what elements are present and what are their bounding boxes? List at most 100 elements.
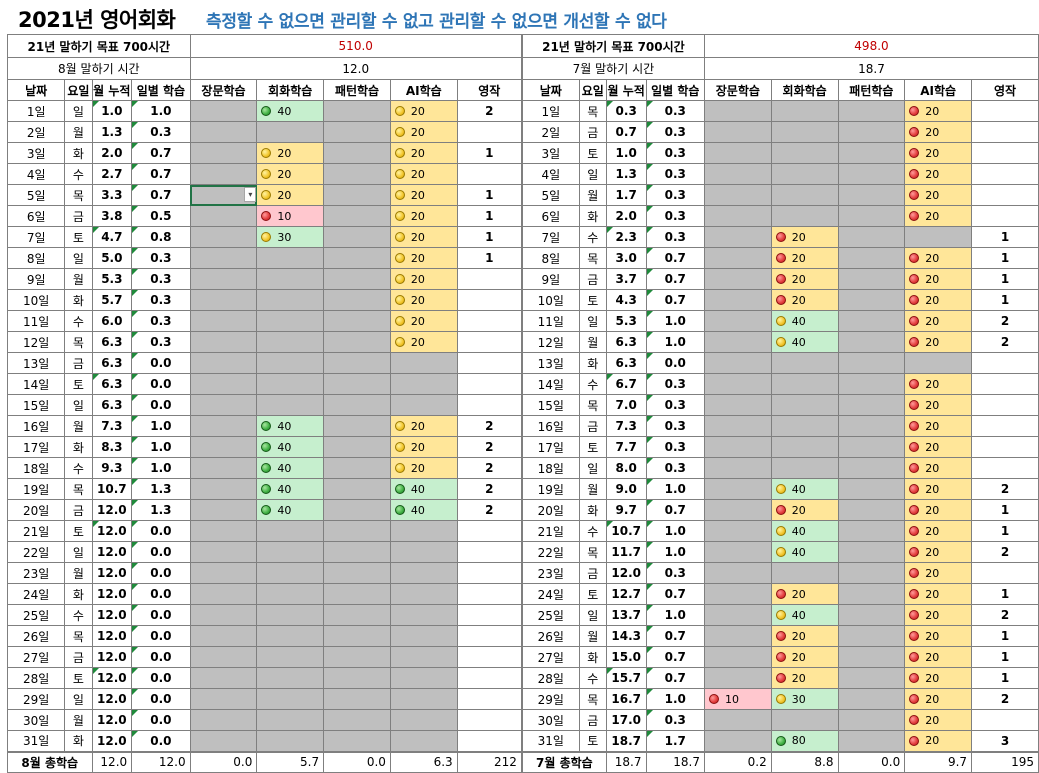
- right-conversation-study-cell[interactable]: [770, 352, 839, 374]
- left-ai-study-cell[interactable]: [389, 541, 458, 563]
- right-month-cumulative-cell[interactable]: 3.7: [605, 268, 647, 290]
- left-weekday-cell[interactable]: 월: [64, 709, 93, 731]
- right-ai-study-cell[interactable]: 20: [904, 583, 973, 605]
- right-month-cumulative-cell[interactable]: 14.3: [605, 625, 647, 647]
- left-writing-cell[interactable]: [456, 394, 523, 416]
- left-long-study-cell[interactable]: [189, 310, 258, 332]
- left-daily-study-cell[interactable]: 0.0: [131, 394, 191, 416]
- right-weekday-cell[interactable]: 수: [578, 520, 607, 542]
- left-conversation-study-cell[interactable]: [256, 625, 325, 647]
- right-total-conversation-study[interactable]: 8.8: [770, 750, 839, 773]
- left-writing-cell[interactable]: 2: [456, 100, 523, 122]
- right-daily-study-cell[interactable]: 0.3: [645, 709, 705, 731]
- left-long-study-cell[interactable]: [189, 289, 258, 311]
- left-long-study-cell[interactable]: [189, 352, 258, 374]
- left-conversation-study-cell[interactable]: [256, 688, 325, 710]
- right-ai-study-cell[interactable]: 20: [904, 709, 973, 731]
- left-date-cell[interactable]: 5일: [6, 184, 66, 206]
- left-weekday-cell[interactable]: 금: [64, 352, 93, 374]
- left-month-value[interactable]: 12.0: [189, 57, 523, 80]
- right-weekday-cell[interactable]: 목: [578, 100, 607, 122]
- left-pattern-study-cell[interactable]: [323, 163, 391, 185]
- left-month-cumulative-cell[interactable]: 1.0: [91, 100, 133, 122]
- left-long-study-cell[interactable]: [189, 499, 258, 521]
- right-ai-study-cell[interactable]: 20: [904, 373, 973, 395]
- left-date-cell[interactable]: 17일: [6, 436, 66, 458]
- right-ai-study-cell[interactable]: 20: [904, 436, 973, 458]
- right-weekday-cell[interactable]: 금: [578, 709, 607, 731]
- right-long-study-cell[interactable]: [703, 373, 772, 395]
- right-header-daily-study[interactable]: 일별 학습: [645, 79, 705, 101]
- right-long-study-cell[interactable]: 10: [703, 688, 772, 710]
- left-ai-study-cell[interactable]: [389, 583, 458, 605]
- left-ai-study-cell[interactable]: 40: [389, 499, 458, 521]
- right-date-cell[interactable]: 24일: [520, 583, 580, 605]
- left-conversation-study-cell[interactable]: 40: [256, 436, 325, 458]
- left-total-pattern-study[interactable]: 0.0: [323, 750, 391, 773]
- left-conversation-study-cell[interactable]: 40: [256, 478, 325, 500]
- right-header-conversation-study[interactable]: 회화학습: [770, 79, 839, 101]
- right-long-study-cell[interactable]: [703, 289, 772, 311]
- right-month-cumulative-cell[interactable]: 15.0: [605, 646, 647, 668]
- left-daily-study-cell[interactable]: 0.0: [131, 688, 191, 710]
- right-conversation-study-cell[interactable]: 20: [770, 289, 839, 311]
- left-month-cumulative-cell[interactable]: 2.0: [91, 142, 133, 164]
- right-long-study-cell[interactable]: [703, 499, 772, 521]
- right-writing-cell[interactable]: [971, 709, 1039, 731]
- left-long-study-cell[interactable]: [189, 373, 258, 395]
- right-writing-cell[interactable]: [971, 121, 1039, 143]
- left-total-month-cumulative[interactable]: 12.0: [91, 750, 133, 773]
- right-writing-cell[interactable]: 1: [971, 625, 1039, 647]
- left-writing-cell[interactable]: 2: [456, 415, 523, 437]
- left-daily-study-cell[interactable]: 0.0: [131, 667, 191, 689]
- left-date-cell[interactable]: 19일: [6, 478, 66, 500]
- left-ai-study-cell[interactable]: 40: [389, 478, 458, 500]
- left-month-cumulative-cell[interactable]: 12.0: [91, 541, 133, 563]
- right-month-cumulative-cell[interactable]: 16.7: [605, 688, 647, 710]
- left-daily-study-cell[interactable]: 0.0: [131, 520, 191, 542]
- left-ai-study-cell[interactable]: [389, 604, 458, 626]
- right-long-study-cell[interactable]: [703, 415, 772, 437]
- right-pattern-study-cell[interactable]: [837, 478, 906, 500]
- right-month-cumulative-cell[interactable]: 7.3: [605, 415, 647, 437]
- left-pattern-study-cell[interactable]: [323, 436, 391, 458]
- right-pattern-study-cell[interactable]: [837, 583, 906, 605]
- right-pattern-study-cell[interactable]: [837, 436, 906, 458]
- right-ai-study-cell[interactable]: 20: [904, 100, 973, 122]
- right-pattern-study-cell[interactable]: [837, 730, 906, 752]
- left-month-cumulative-cell[interactable]: 6.3: [91, 352, 133, 374]
- right-ai-study-cell[interactable]: 20: [904, 688, 973, 710]
- left-date-cell[interactable]: 1일: [6, 100, 66, 122]
- left-month-cumulative-cell[interactable]: 4.7: [91, 226, 133, 248]
- right-pattern-study-cell[interactable]: [837, 625, 906, 647]
- left-writing-cell[interactable]: 1: [456, 142, 523, 164]
- right-pattern-study-cell[interactable]: [837, 289, 906, 311]
- left-writing-cell[interactable]: [456, 688, 523, 710]
- right-writing-cell[interactable]: 2: [971, 310, 1039, 332]
- right-pattern-study-cell[interactable]: [837, 562, 906, 584]
- left-date-cell[interactable]: 18일: [6, 457, 66, 479]
- right-long-study-cell[interactable]: [703, 121, 772, 143]
- left-date-cell[interactable]: 13일: [6, 352, 66, 374]
- left-pattern-study-cell[interactable]: [323, 625, 391, 647]
- right-long-study-cell[interactable]: [703, 583, 772, 605]
- left-long-study-cell[interactable]: [189, 163, 258, 185]
- right-conversation-study-cell[interactable]: 40: [770, 604, 839, 626]
- right-date-cell[interactable]: 30일: [520, 709, 580, 731]
- left-long-study-cell[interactable]: [189, 604, 258, 626]
- right-weekday-cell[interactable]: 일: [578, 310, 607, 332]
- right-writing-cell[interactable]: [971, 142, 1039, 164]
- left-ai-study-cell[interactable]: 20: [389, 415, 458, 437]
- left-ai-study-cell[interactable]: [389, 352, 458, 374]
- right-date-cell[interactable]: 23일: [520, 562, 580, 584]
- left-header-month-cumulative[interactable]: 월 누적: [91, 79, 133, 101]
- right-writing-cell[interactable]: 3: [971, 730, 1039, 752]
- left-weekday-cell[interactable]: 금: [64, 646, 93, 668]
- right-total-month-cumulative[interactable]: 18.7: [605, 750, 647, 773]
- left-daily-study-cell[interactable]: 0.7: [131, 163, 191, 185]
- right-pattern-study-cell[interactable]: [837, 226, 906, 248]
- left-writing-cell[interactable]: [456, 121, 523, 143]
- left-date-cell[interactable]: 29일: [6, 688, 66, 710]
- left-pattern-study-cell[interactable]: [323, 415, 391, 437]
- right-weekday-cell[interactable]: 수: [578, 373, 607, 395]
